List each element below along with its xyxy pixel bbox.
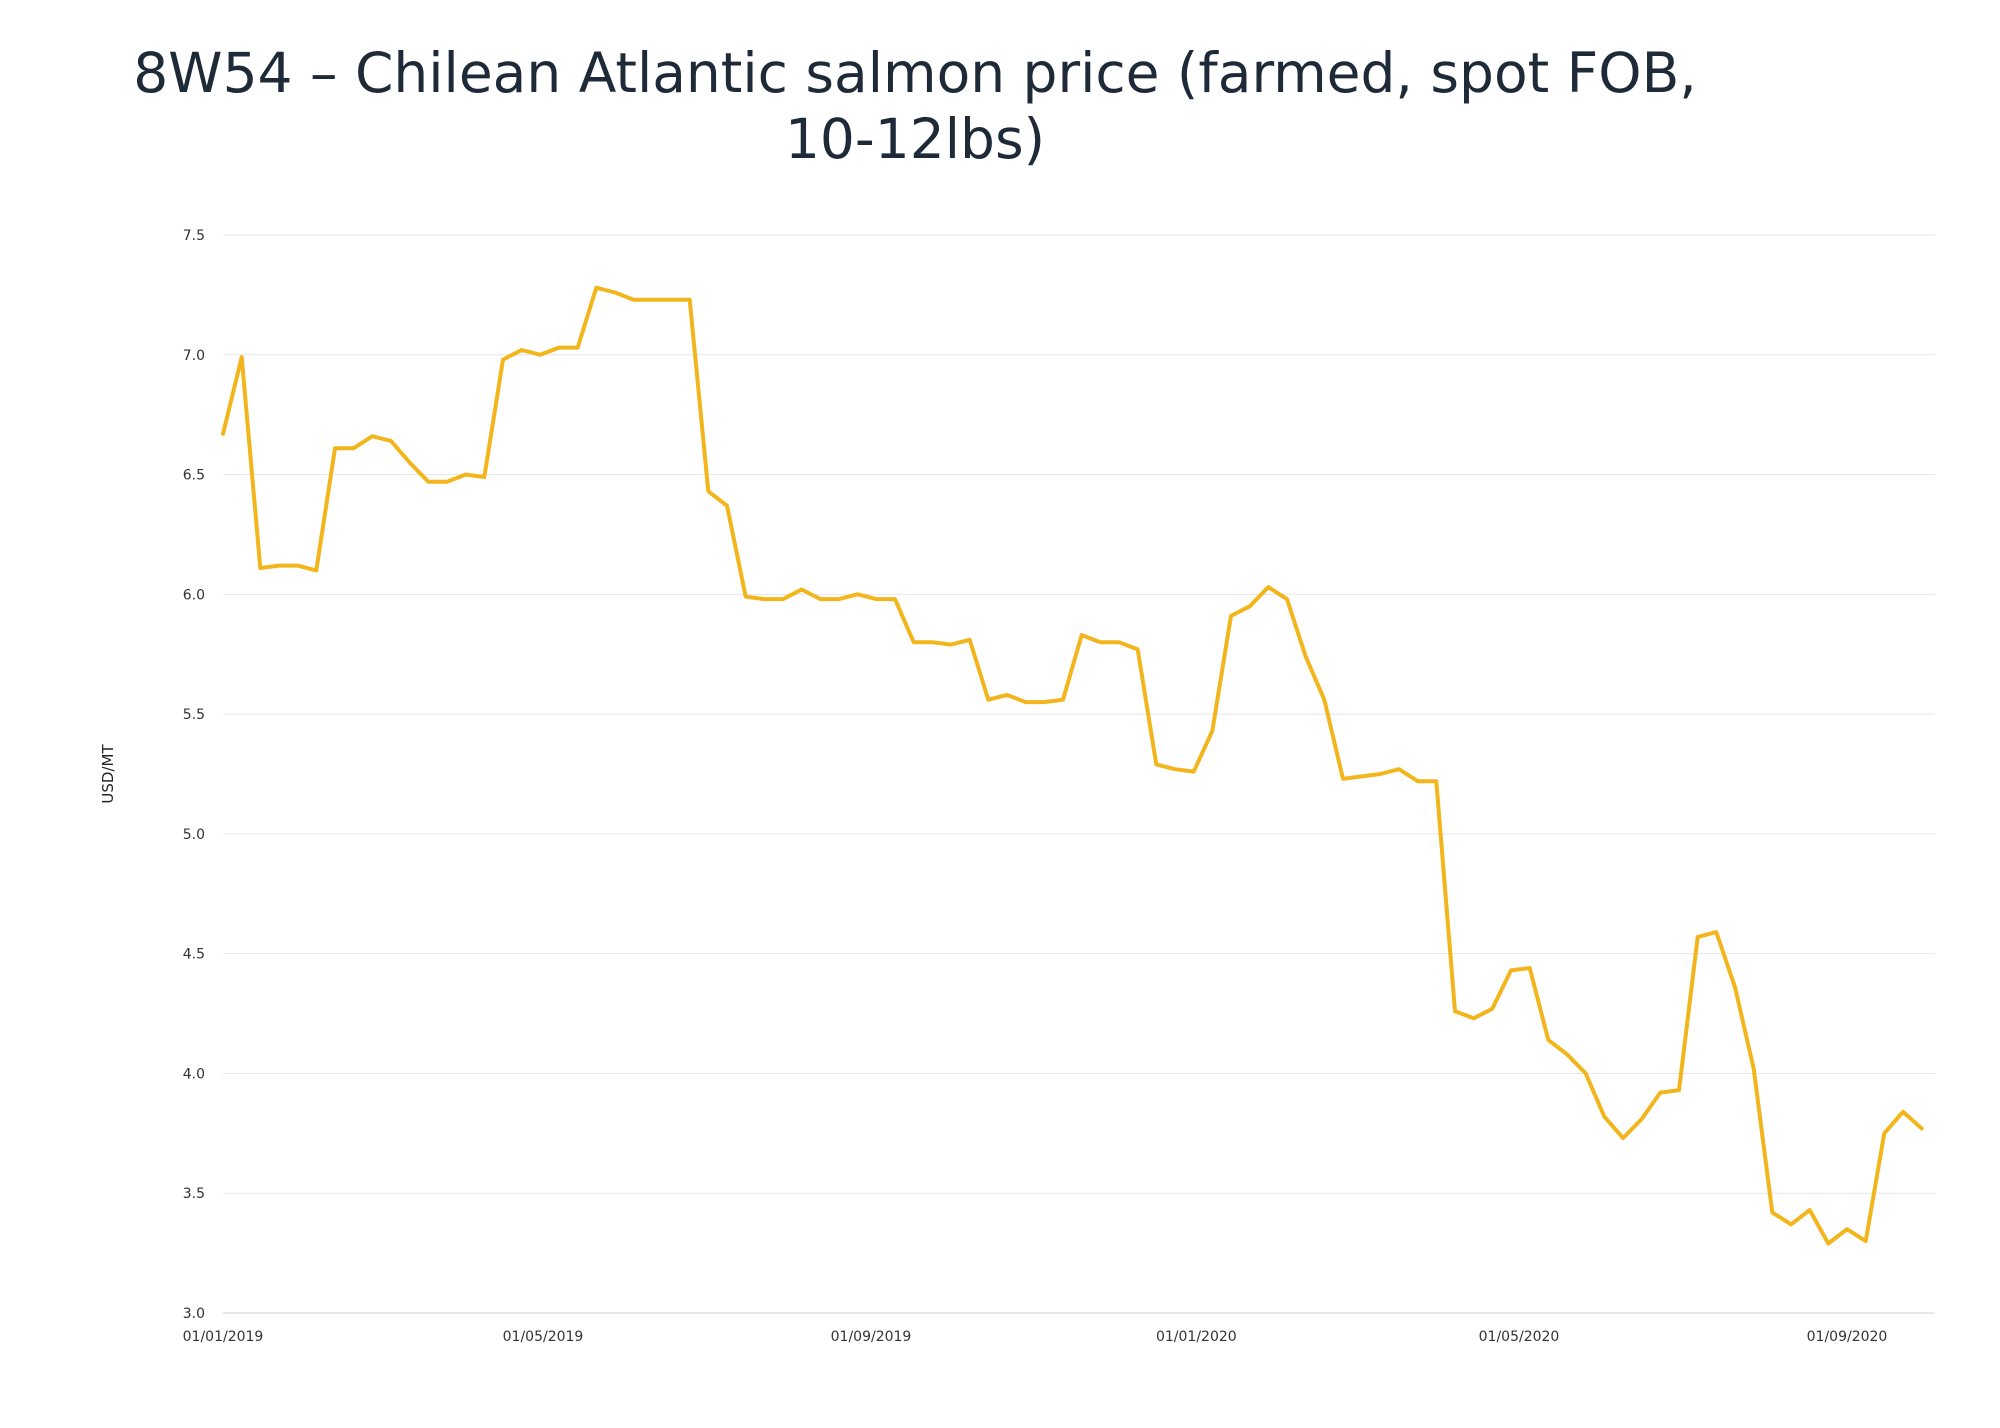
chart-title-line-2: 10-12lbs) — [784, 107, 1046, 171]
y-tick-label: 3.0 — [183, 1306, 205, 1322]
y-tick-label: 4.5 — [183, 947, 205, 963]
y-tick-label: 3.5 — [183, 1186, 205, 1202]
series-group — [221, 285, 1924, 1246]
x-tick-label: 01/09/2020 — [1807, 1329, 1888, 1345]
grid — [223, 234, 1935, 1314]
x-tick-label: 01/09/2019 — [831, 1329, 912, 1345]
chart-title: 8W54 – Chilean Atlantic salmon price (fa… — [0, 40, 1830, 172]
x-tick-label: 01/05/2020 — [1479, 1329, 1560, 1345]
x-tick-label: 01/01/2019 — [183, 1329, 264, 1345]
y-axis-ticks: 3.0 3.5 4.0 4.5 5.0 5.5 6.0 6.5 7.0 7.5 — [183, 228, 205, 1322]
y-tick-label: 6.0 — [183, 587, 205, 603]
y-tick-label: 4.0 — [183, 1066, 205, 1082]
y-axis-label: USD/MT — [99, 744, 117, 804]
y-tick-label: 7.5 — [183, 228, 205, 244]
y-tick-label: 6.5 — [183, 468, 205, 484]
x-tick-label: 01/01/2020 — [1156, 1329, 1237, 1345]
chart-title-line-1: 8W54 – Chilean Atlantic salmon price (fa… — [133, 41, 1697, 105]
x-tick-label: 01/05/2019 — [503, 1329, 584, 1345]
y-tick-label: 5.5 — [183, 707, 205, 723]
y-tick-label: 5.0 — [183, 827, 205, 843]
series-line — [221, 285, 1924, 1246]
x-axis-ticks: 01/01/2019 01/05/2019 01/09/2019 01/01/2020… — [183, 1329, 1888, 1345]
y-tick-label: 7.0 — [183, 348, 205, 364]
